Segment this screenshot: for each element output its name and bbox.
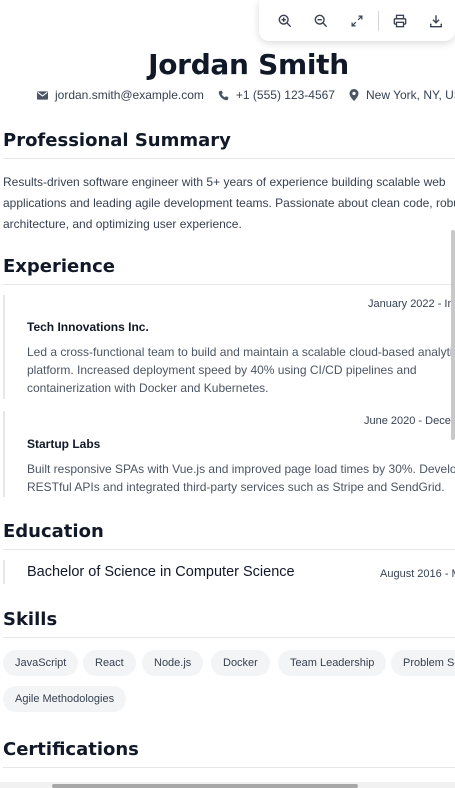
section-divider [3, 767, 455, 768]
section-divider [3, 158, 455, 159]
certifications-heading: Certifications [3, 739, 139, 760]
experience-entry [3, 411, 455, 497]
job-description: Built responsive SPAs with Vue.js and im… [27, 460, 455, 496]
skill-chip: Node.js [142, 650, 204, 676]
education-degree: Bachelor of Science in Computer Science [27, 564, 295, 580]
job-date: June 2020 - December [364, 415, 455, 427]
toolbar-divider [378, 10, 379, 31]
skills-heading: Skills [3, 609, 58, 630]
skill-chip: JavaScript [3, 650, 79, 676]
horizontal-scrollbar-thumb[interactable] [52, 784, 358, 788]
contact-phone: +1 (555) 123-4567 [218, 88, 335, 102]
zoom-in-icon [278, 14, 292, 27]
expand-icon [351, 15, 363, 26]
fullscreen-button[interactable] [339, 3, 375, 39]
job-description-line: containerization with Docker and Kuberne… [27, 381, 269, 395]
viewer-toolbar [259, 0, 455, 41]
summary-line: applications and leading agile developme… [3, 196, 455, 210]
printer-icon [393, 14, 407, 27]
job-company: Startup Labs [27, 437, 101, 451]
map-pin-icon [349, 89, 359, 101]
skill-chip: Docker [211, 650, 270, 676]
summary-text: Results-driven software engineer with 5+… [3, 172, 455, 235]
experience-heading: Experience [3, 256, 115, 277]
vertical-scrollbar[interactable] [451, 230, 455, 440]
job-description-line: platform. Increased deployment speed by … [27, 363, 417, 377]
skill-chip: Agile Methodologies [3, 686, 127, 712]
contact-location: New York, NY, US [349, 88, 455, 102]
phone-icon [218, 90, 229, 100]
job-description: Led a cross-functional team to build and… [27, 343, 455, 397]
location-text: New York, NY, US [365, 88, 455, 102]
section-divider [3, 284, 455, 285]
summary-line: architecture, and optimizing user experi… [3, 217, 242, 231]
zoom-out-icon [314, 14, 328, 27]
contact-info: jordan.smith@example.com +1 (555) 123-45… [37, 88, 455, 102]
phone-text: +1 (555) 123-4567 [235, 88, 335, 102]
experience-entry [3, 295, 455, 399]
skill-chip: Team Leadership [278, 650, 387, 676]
print-button[interactable] [382, 3, 418, 39]
download-button[interactable] [418, 3, 454, 39]
download-icon [430, 14, 442, 27]
education-heading: Education [3, 521, 104, 542]
job-description-line: RESTful APIs and integrated third-party … [27, 480, 445, 494]
education-date: August 2016 - May [380, 568, 455, 580]
job-description-line: Built responsive SPAs with Vue.js and im… [27, 462, 455, 476]
skill-chip: Problem Solving [391, 650, 455, 676]
contact-email: jordan.smith@example.com [37, 88, 204, 102]
skill-chip: React [83, 650, 136, 676]
education-entry [3, 560, 455, 584]
job-date: January 2022 - Invalid [368, 298, 455, 310]
zoom-in-button[interactable] [267, 3, 303, 39]
section-divider [3, 637, 455, 638]
summary-line: Results-driven software engineer with 5+… [3, 175, 446, 189]
zoom-out-button[interactable] [303, 3, 339, 39]
summary-heading: Professional Summary [3, 130, 231, 151]
job-description-line: Led a cross-functional team to build and… [27, 345, 455, 359]
email-text: jordan.smith@example.com [55, 88, 204, 102]
candidate-name: Jordan Smith [148, 48, 349, 81]
job-company: Tech Innovations Inc. [27, 320, 149, 334]
section-divider [3, 549, 455, 550]
envelope-icon [37, 90, 48, 100]
